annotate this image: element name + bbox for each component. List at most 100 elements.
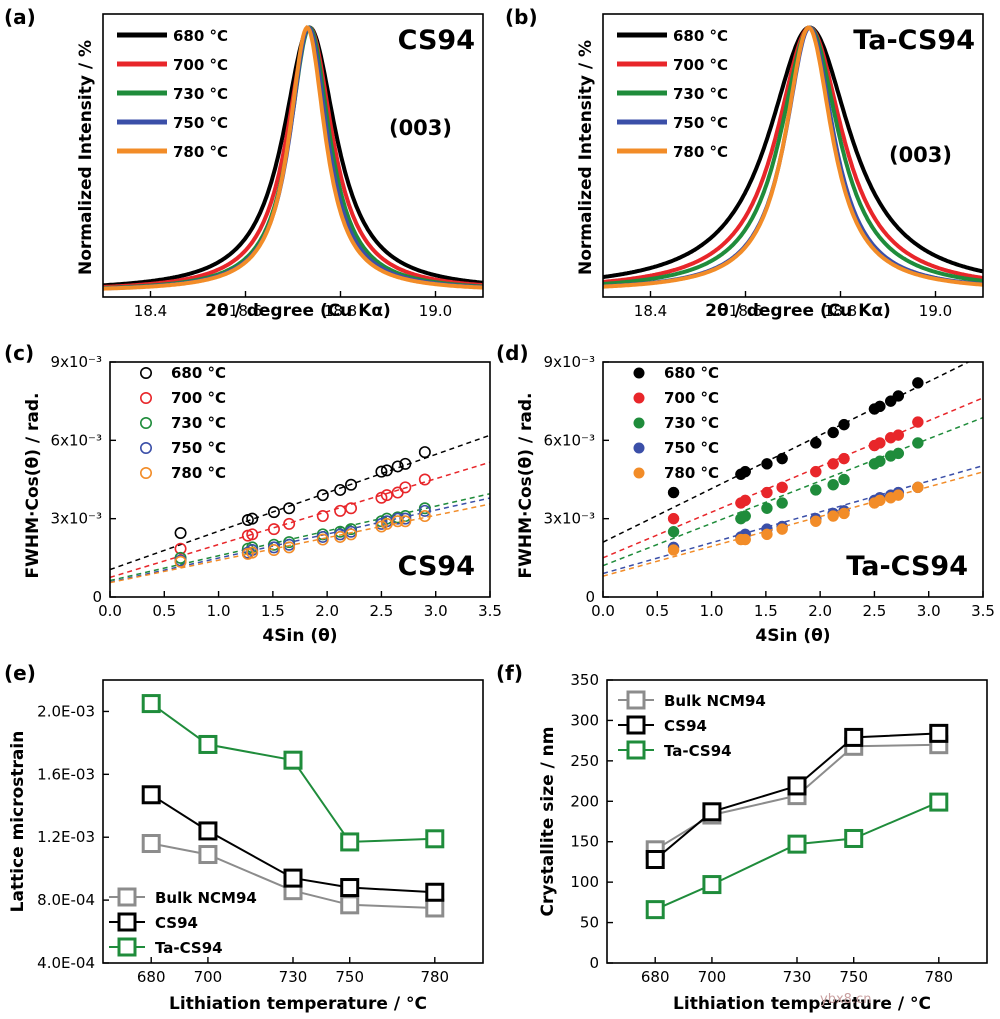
fit-line-c-4 (110, 503, 490, 584)
x-axis-label-e: Lithiation temperature / °C (169, 994, 427, 1014)
legend-label-a: 730 °C (173, 85, 228, 103)
legend-marker-c (140, 366, 153, 379)
legend-label-c: 780 °C (171, 464, 226, 482)
panel-c: (c) 0.0 0.5 1.0 1.5 2.0 2.5 3.0 3.5 0 3x10⁻³ 6x10⁻³… (4, 341, 502, 646)
x-tick-label-f: 680 (641, 968, 670, 986)
data-point-c (267, 543, 280, 556)
x-tick-label-c: 0.0 (98, 602, 122, 620)
x-tick-label-c: 3.0 (424, 602, 448, 620)
y-axis-label-b: Normalized Intensity / % (576, 40, 596, 275)
xrd-curve-a-0 (103, 25, 483, 288)
y-tick-label-f: 200 (570, 792, 599, 810)
fit-line-c-3 (110, 497, 490, 583)
legend-label-b: 700 °C (673, 56, 728, 74)
data-point-d (810, 465, 822, 478)
y-axis-label-a: Normalized Intensity / % (76, 40, 96, 275)
data-marker-f (702, 802, 722, 822)
data-marker-f (929, 723, 949, 743)
data-point-d (667, 486, 680, 499)
legend-label-d: 680 °C (664, 364, 719, 382)
panel-title-a: CS94 (398, 25, 475, 56)
y-axis-label-f: Crystallite size / nm (538, 727, 558, 917)
data-point-d (739, 494, 751, 507)
x-tick-label-d: 1.0 (700, 602, 724, 620)
y-axis-label-e: Lattice microstrain (8, 731, 28, 913)
legend-marker-c (140, 441, 153, 454)
x-tick-label-d: 0.5 (645, 602, 669, 620)
data-point-d (827, 426, 839, 439)
legend-label-c: 680 °C (171, 364, 226, 382)
x-tick-label-f: 750 (839, 968, 868, 986)
xrd-curve-b-4 (603, 25, 983, 289)
data-point-c (267, 523, 280, 536)
data-marker-e (283, 868, 303, 888)
peak-annotation-a: (003) (389, 116, 452, 140)
data-point-d (912, 377, 924, 389)
legend-label-d: 780 °C (664, 464, 719, 482)
legend-label-a: 750 °C (173, 114, 228, 132)
data-point-d (838, 473, 850, 486)
x-tick-label-c: 1.0 (207, 602, 231, 620)
data-point-c (399, 457, 412, 470)
legend-marker-c (140, 391, 153, 404)
x-tick-label-c: 2.0 (315, 602, 339, 620)
y-tick-label-f: 350 (570, 671, 599, 689)
y-tick-label-d: 6x10⁻³ (544, 431, 595, 449)
y-tick-label-c: 9x10⁻³ (51, 353, 102, 371)
data-marker-e (198, 821, 218, 841)
y-tick-label-f: 50 (580, 914, 599, 932)
data-marker-e (198, 845, 218, 865)
y-tick-label-f: 250 (570, 752, 599, 770)
x-tick-label-e: 700 (194, 968, 223, 986)
data-point-d (892, 429, 905, 441)
data-point-d (827, 458, 839, 470)
legend-marker-c (140, 416, 153, 429)
legend-label-a: 680 °C (173, 27, 228, 45)
data-marker-f (702, 875, 722, 895)
y-tick-label-f: 300 (570, 711, 599, 729)
x-tick-label-d: 0.0 (591, 602, 615, 620)
data-point-c (375, 491, 388, 504)
data-marker-f (645, 850, 665, 870)
panel-e: (e) 680 700 730 750 780 4.0E-04 8.0E-04 1.2E-03 1… (4, 661, 484, 1014)
legend-label-e: Bulk NCM94 (155, 889, 257, 907)
data-marker-e (198, 734, 218, 754)
data-point-d (838, 507, 850, 520)
panel-label-a: (a) (4, 5, 36, 29)
data-marker-f (844, 828, 864, 848)
data-point-c (174, 542, 187, 555)
data-point-d (776, 497, 788, 509)
panel-b: (b) 18.4 18.6 18.8 19.0 2θ / degree (Cu Kα) No… (505, 5, 984, 321)
data-point-d (776, 452, 788, 465)
data-marker-f (787, 776, 807, 796)
x-tick-label-c: 2.5 (369, 602, 393, 620)
data-marker-e (141, 834, 161, 854)
plot-frame-b (602, 13, 984, 298)
data-point-d (739, 510, 751, 522)
data-point-c (246, 528, 259, 541)
y-axis-label-d: FWHM·Cos(θ) / rad. (516, 393, 536, 579)
data-point-c (283, 502, 296, 515)
x-tick-label-d: 2.0 (808, 602, 832, 620)
x-tick-label-f: 730 (783, 968, 812, 986)
x-tick-label-b: 18.6 (729, 302, 762, 320)
data-point-d (739, 533, 751, 546)
xrd-curve-a-4 (103, 25, 483, 291)
data-point-d (667, 544, 680, 556)
data-point-c (391, 515, 404, 528)
data-point-d (892, 447, 905, 460)
legend-marker-d (633, 367, 645, 379)
legend-label-c: 730 °C (171, 414, 226, 432)
data-point-c (380, 489, 393, 502)
fit-line-d-2 (603, 416, 983, 567)
data-point-c (334, 504, 347, 517)
data-point-c (345, 528, 358, 541)
plot-frame-c (109, 361, 491, 598)
data-point-c (345, 478, 358, 491)
y-tick-label-f: 100 (570, 873, 599, 891)
data-point-d (874, 437, 886, 449)
x-tick-label-e: 780 (420, 968, 449, 986)
data-point-c (174, 555, 187, 568)
data-point-c (283, 541, 296, 554)
